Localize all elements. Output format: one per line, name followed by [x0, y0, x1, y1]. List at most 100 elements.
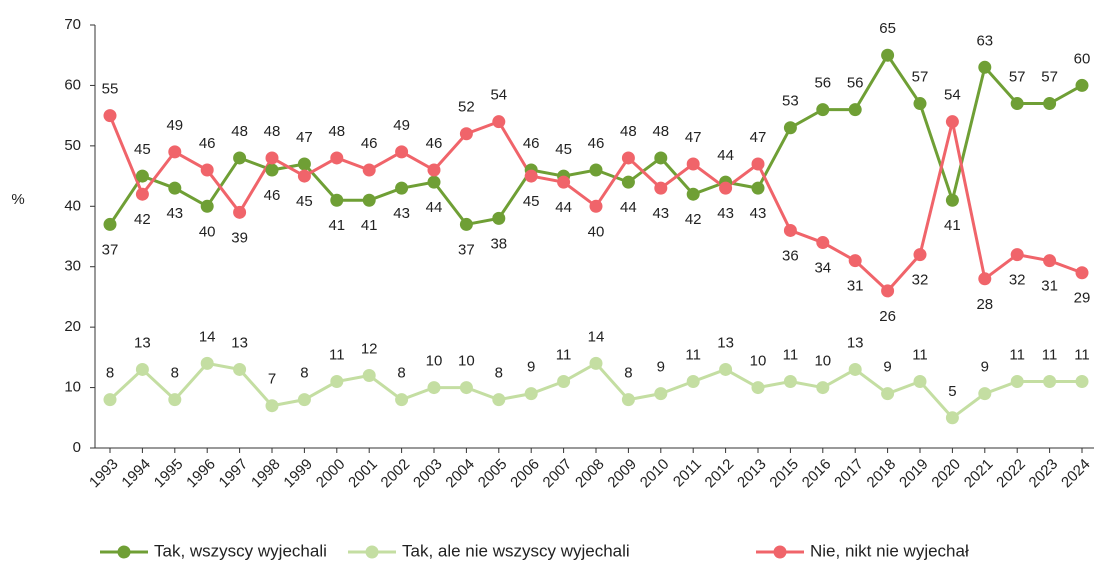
- data-label: 8: [106, 365, 114, 382]
- x-tick-label: 2022: [993, 456, 1029, 492]
- data-label: 56: [847, 75, 864, 92]
- data-label: 54: [490, 87, 507, 104]
- point: [978, 60, 992, 74]
- point: [1010, 375, 1024, 389]
- point: [557, 375, 571, 389]
- data-label: 11: [912, 346, 928, 363]
- data-label: 10: [750, 353, 767, 370]
- x-tick-label: 2000: [313, 456, 349, 492]
- x-tick-label: 2010: [637, 456, 673, 492]
- point: [913, 375, 927, 389]
- x-tick-label: 2005: [475, 456, 511, 492]
- point: [816, 103, 830, 117]
- x-tick-label: 2001: [345, 456, 381, 492]
- data-label: 57: [912, 69, 929, 86]
- point: [427, 381, 441, 395]
- point: [751, 181, 765, 195]
- point: [978, 387, 992, 401]
- legend-label: Nie, nikt nie wyjechał: [810, 541, 969, 560]
- y-tick-label: 10: [64, 379, 81, 396]
- point: [297, 169, 311, 183]
- data-label: 44: [620, 199, 637, 216]
- point: [427, 175, 441, 189]
- point: [524, 169, 538, 183]
- point: [621, 151, 635, 165]
- point: [200, 356, 214, 370]
- data-label: 8: [397, 365, 405, 382]
- point: [1010, 97, 1024, 111]
- data-label: 11: [1009, 346, 1025, 363]
- data-label: 39: [231, 229, 248, 246]
- point: [1075, 266, 1089, 280]
- data-label: 42: [685, 211, 702, 228]
- point: [945, 411, 959, 425]
- y-tick-label: 70: [64, 16, 81, 33]
- data-label: 12: [361, 340, 378, 357]
- point: [719, 362, 733, 376]
- point: [1010, 248, 1024, 262]
- data-label: 11: [1074, 346, 1090, 363]
- data-label: 45: [296, 193, 313, 210]
- point: [265, 151, 279, 165]
- point: [751, 157, 765, 171]
- x-tick-label: 1993: [86, 456, 122, 492]
- point: [1043, 254, 1057, 268]
- data-label: 40: [199, 223, 216, 240]
- point: [168, 393, 182, 407]
- point: [621, 393, 635, 407]
- data-label: 43: [750, 205, 767, 222]
- data-label: 28: [976, 296, 993, 313]
- legend-label: Tak, wszyscy wyjechali: [154, 541, 327, 560]
- point: [330, 375, 344, 389]
- point: [362, 368, 376, 382]
- point: [848, 362, 862, 376]
- point: [168, 145, 182, 159]
- data-label: 46: [361, 135, 378, 152]
- point: [103, 393, 117, 407]
- series-line: [108, 361, 1082, 420]
- legend-marker: [773, 545, 787, 559]
- data-label: 55: [102, 81, 119, 98]
- point: [1075, 78, 1089, 92]
- data-label: 49: [393, 117, 410, 134]
- data-label: 42: [134, 211, 151, 228]
- data-label: 32: [912, 272, 929, 289]
- point: [330, 151, 344, 165]
- point: [1075, 375, 1089, 389]
- x-tick-label: 1997: [216, 456, 252, 492]
- data-label: 13: [231, 334, 248, 351]
- data-label: 36: [782, 247, 799, 264]
- point: [654, 151, 668, 165]
- point: [621, 175, 635, 189]
- x-tick-label: 2018: [864, 456, 900, 492]
- x-tick-label: 2008: [572, 456, 608, 492]
- point: [103, 217, 117, 231]
- x-tick-label: 2019: [896, 456, 932, 492]
- point: [589, 356, 603, 370]
- x-tick-label: 2023: [1026, 456, 1062, 492]
- data-label: 44: [555, 199, 572, 216]
- data-label: 44: [426, 199, 443, 216]
- x-tick-label: 2020: [928, 456, 964, 492]
- point: [589, 199, 603, 213]
- y-tick-label: 50: [64, 137, 81, 154]
- data-label: 48: [620, 123, 637, 140]
- data-label: 48: [264, 123, 281, 140]
- x-tick-label: 1994: [118, 456, 154, 492]
- point: [978, 272, 992, 286]
- data-label: 54: [944, 87, 961, 104]
- point: [686, 187, 700, 201]
- data-label: 11: [783, 346, 799, 363]
- point: [945, 193, 959, 207]
- data-label: 34: [814, 260, 831, 277]
- point: [913, 97, 927, 111]
- legend-marker: [117, 545, 131, 559]
- point: [654, 181, 668, 195]
- data-label: 8: [171, 365, 179, 382]
- point: [265, 163, 279, 177]
- data-label: 11: [685, 346, 701, 363]
- x-tick-label: 2016: [799, 456, 835, 492]
- data-label: 43: [652, 205, 669, 222]
- point: [783, 223, 797, 237]
